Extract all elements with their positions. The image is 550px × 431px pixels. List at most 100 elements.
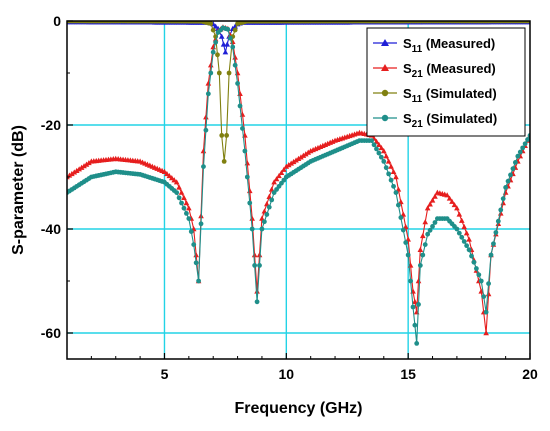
data-point — [369, 138, 375, 144]
x-tick-label: 5 — [161, 366, 169, 382]
plot-frame — [66, 20, 531, 360]
data-point — [259, 226, 265, 232]
data-point — [69, 170, 75, 177]
data-point — [305, 149, 312, 155]
data-point — [257, 263, 262, 268]
data-point — [410, 304, 416, 310]
legend-label: S21 (Simulated) — [403, 111, 497, 130]
data-point — [415, 278, 422, 284]
data-point — [178, 189, 185, 195]
data-point — [520, 145, 526, 151]
data-point — [201, 164, 206, 170]
data-point — [213, 39, 219, 45]
data-point — [398, 198, 404, 205]
y-tick-label: 0 — [53, 13, 61, 29]
data-point — [381, 159, 387, 164]
data-point — [427, 201, 433, 207]
y-tick-label: -20 — [41, 117, 61, 133]
legend-entry-s11-measured: S11 (Measured) — [373, 36, 495, 55]
data-point — [393, 174, 399, 180]
data-point — [269, 197, 275, 203]
data-point — [247, 200, 253, 206]
data-point — [164, 170, 170, 177]
data-point — [417, 246, 424, 252]
data-point — [408, 278, 413, 284]
data-point — [276, 172, 282, 179]
data-point — [383, 165, 389, 171]
data-point — [378, 154, 384, 160]
data-point — [224, 133, 230, 138]
data-point — [207, 62, 214, 68]
data-point — [444, 192, 450, 198]
data-point — [208, 70, 214, 76]
data-point — [173, 179, 180, 185]
data-point — [522, 141, 528, 147]
data-point — [476, 272, 482, 278]
data-point — [210, 27, 216, 33]
data-point — [422, 219, 429, 225]
data-point — [386, 171, 392, 177]
data-point — [220, 41, 227, 47]
data-point — [73, 167, 80, 173]
data-point — [266, 204, 272, 210]
data-point — [473, 266, 479, 271]
data-point — [237, 103, 243, 109]
data-point — [288, 160, 294, 166]
data-point — [517, 149, 523, 155]
data-point — [266, 193, 273, 199]
data-point — [71, 169, 78, 175]
legend-marker — [381, 89, 389, 97]
legend-entry-s11-simulated: S11 (Simulated) — [373, 86, 497, 105]
data-point — [402, 223, 409, 230]
data-point — [376, 141, 382, 147]
data-point — [210, 49, 216, 55]
data-point — [227, 35, 233, 41]
y-tick-label: -60 — [41, 325, 61, 341]
data-point — [456, 211, 463, 217]
data-point — [252, 263, 258, 268]
series-s21-simulated — [67, 25, 530, 346]
data-point — [273, 176, 280, 182]
data-point — [456, 230, 462, 236]
legend-label: S11 (Simulated) — [403, 86, 497, 105]
data-point — [221, 159, 227, 164]
data-point — [188, 229, 194, 235]
data-point — [184, 211, 189, 216]
data-point — [176, 184, 182, 190]
data-point — [380, 148, 387, 154]
data-point — [425, 231, 431, 237]
data-point — [515, 153, 521, 159]
data-point — [186, 216, 192, 222]
data-point — [383, 153, 390, 159]
data-point — [508, 172, 513, 178]
data-point — [390, 168, 397, 174]
data-point — [483, 330, 489, 336]
data-point — [483, 309, 489, 315]
data-point — [176, 195, 182, 201]
data-point — [378, 144, 385, 151]
data-point — [193, 252, 199, 258]
data-point — [208, 21, 214, 26]
data-point — [495, 218, 501, 224]
data-point — [396, 202, 401, 208]
data-point — [186, 205, 192, 211]
data-point — [464, 243, 470, 249]
data-point — [491, 241, 496, 247]
data-point — [525, 137, 530, 142]
data-point — [256, 252, 263, 258]
data-point — [498, 207, 504, 213]
data-point — [235, 81, 240, 86]
data-point — [261, 219, 267, 225]
data-point — [385, 158, 392, 164]
data-point — [432, 220, 438, 225]
data-point — [203, 127, 209, 133]
legend-label: S21 (Measured) — [403, 61, 496, 80]
data-point — [417, 263, 423, 268]
data-point — [251, 252, 258, 258]
data-point — [278, 169, 285, 176]
data-point — [181, 194, 187, 200]
data-point — [232, 62, 238, 68]
data-point — [446, 195, 453, 201]
data-point — [374, 146, 379, 152]
data-point — [232, 54, 238, 60]
